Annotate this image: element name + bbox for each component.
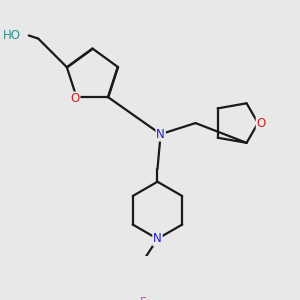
Text: HO: HO <box>3 29 21 42</box>
Text: N: N <box>153 232 162 245</box>
Text: O: O <box>256 117 266 130</box>
Text: N: N <box>156 128 165 141</box>
Text: O: O <box>70 92 80 105</box>
Text: F: F <box>140 296 146 300</box>
